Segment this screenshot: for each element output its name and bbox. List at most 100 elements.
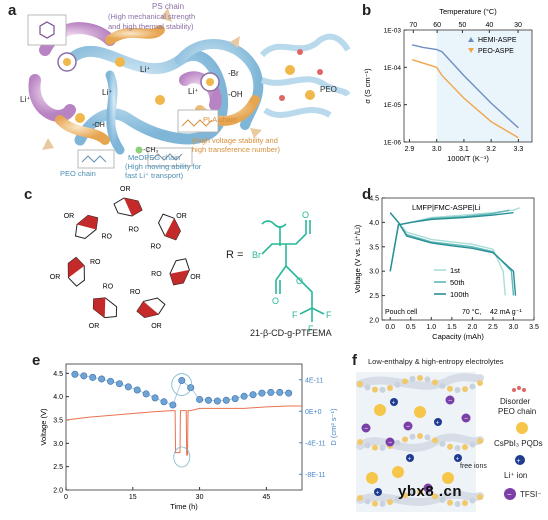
legend-tfsi: TFSI⁻ bbox=[520, 490, 542, 499]
y-tick-label: 2.5 bbox=[369, 293, 379, 300]
diffusion-point bbox=[107, 377, 115, 385]
li-ion bbox=[406, 454, 414, 462]
panel-e-letter: e bbox=[32, 352, 41, 369]
f-legend: Disorder PEO chain CsPbI₃ PQDs + Li⁺ ion… bbox=[494, 386, 543, 500]
diffusion-point bbox=[124, 383, 132, 391]
panel-b-letter: b bbox=[362, 2, 372, 19]
highlight-circle-v bbox=[173, 446, 191, 468]
glucose-bold-edge bbox=[170, 269, 190, 285]
panel-c: c OR RO OR RO OR RO OR RO OR RO OR RO OR RO R = O O O… bbox=[0, 184, 350, 344]
diffusion-point bbox=[187, 384, 195, 392]
peo-bead bbox=[417, 375, 423, 382]
pla-chain-label: PLA chain bbox=[203, 115, 237, 124]
y-tick-label: 1E-06 bbox=[384, 140, 402, 147]
y-tick-label: 4.0 bbox=[369, 220, 379, 227]
peo-bead bbox=[454, 444, 461, 451]
y2-axis-label: D (cm² s⁻¹) bbox=[329, 408, 338, 446]
peo-bead bbox=[409, 433, 416, 440]
glucose-bold-edge bbox=[124, 198, 142, 216]
diffusion-point bbox=[204, 396, 212, 404]
glucose-unit bbox=[92, 297, 118, 319]
tfsi-ion bbox=[385, 437, 395, 447]
peo-host-network bbox=[259, 33, 351, 118]
x-tick-label: 0 bbox=[64, 494, 68, 501]
or-label: OR bbox=[151, 323, 162, 330]
svg-text:+: + bbox=[517, 458, 521, 465]
peo-bead bbox=[357, 381, 363, 387]
diffusion-point bbox=[142, 390, 150, 398]
y-tick-label: 2.5 bbox=[53, 464, 63, 471]
legend-label: 50th bbox=[450, 278, 465, 287]
x-tick-label: 1.0 bbox=[426, 324, 436, 331]
f-title: Low-enthalpy & high-entropy electrolytes bbox=[368, 357, 504, 366]
voltage-capacity-chart: 0.0 0.5 1.0 1.5 2.0 2.5 3.0 3.5 2.0 2.5 3.0 3.5 4.0 4… bbox=[353, 196, 539, 342]
y-tick-label: 4.5 bbox=[369, 196, 379, 203]
peo-bead bbox=[409, 489, 416, 496]
peo-bead bbox=[439, 440, 446, 447]
chart-title: LMFP|FMC-ASPE|Li bbox=[412, 203, 481, 212]
x-tick-label: 3.2 bbox=[486, 146, 496, 153]
ps-structure-box bbox=[27, 14, 67, 46]
glucose-bold-edge bbox=[93, 297, 106, 318]
tfsi-minus: − bbox=[426, 486, 430, 493]
diffusion-point bbox=[276, 388, 284, 396]
glucose-bold-edge bbox=[77, 215, 98, 230]
li-label-2: Li⁺ bbox=[140, 65, 150, 74]
glucose-unit bbox=[67, 256, 85, 287]
legend-disorder: Disorder bbox=[500, 397, 531, 406]
series-line-HEMI-ASPE bbox=[412, 44, 519, 129]
x2-tick-label: 70 bbox=[409, 22, 417, 29]
peo-bead bbox=[357, 439, 363, 445]
series-line-PEO-ASPE bbox=[411, 59, 519, 139]
cd-ring bbox=[67, 197, 190, 319]
ptfema-o-1: O bbox=[302, 210, 309, 220]
ro-label: RO bbox=[101, 233, 112, 240]
br-end-label: -Br bbox=[228, 69, 239, 78]
peo-bead bbox=[357, 495, 363, 501]
peo-bead bbox=[477, 493, 483, 500]
peo-bead bbox=[372, 444, 378, 451]
li-ion bbox=[374, 488, 382, 496]
peo-chain-path bbox=[356, 490, 484, 506]
y2-tick-label: -8E-11 bbox=[305, 472, 326, 479]
glucose-bold-edge bbox=[164, 218, 181, 240]
conductivity-chart: 2.9 3.0 3.1 3.2 3.3 70 60 50 40 30 1E-06 1E-05 1E-04… bbox=[363, 7, 533, 163]
peo-chain-path bbox=[356, 373, 484, 390]
legend-marker bbox=[468, 48, 474, 53]
x-tick-label: 3.1 bbox=[459, 146, 469, 153]
y-tick-label: 3.5 bbox=[53, 418, 63, 425]
peo-bead bbox=[372, 386, 378, 393]
peo-bead bbox=[454, 500, 461, 507]
legend-pqd: CsPbI₃ PQDs bbox=[494, 439, 543, 448]
diffusion-point bbox=[258, 389, 266, 397]
annotation-temp: 70 °C, bbox=[462, 308, 482, 316]
electrolyte-schematic: Low-enthalpy & high-entropy electrolytes… bbox=[356, 357, 543, 512]
diffusion-point bbox=[285, 389, 293, 397]
or-label: OR bbox=[176, 213, 187, 220]
meopeg-desc-2: fast Li⁺ transport) bbox=[125, 171, 184, 180]
y-tick-label: 3.0 bbox=[369, 269, 379, 276]
r-equals-label: R = bbox=[226, 249, 243, 261]
peo-bead bbox=[364, 442, 371, 449]
pqd-particle bbox=[366, 472, 378, 484]
x-tick-label: 2.5 bbox=[488, 324, 498, 331]
or-label: OR bbox=[120, 186, 131, 193]
pqd-particle bbox=[414, 406, 426, 418]
tfsi-minus: − bbox=[406, 424, 410, 431]
li-label-1: Li⁺ bbox=[20, 95, 30, 104]
legend-li: Li⁺ ion bbox=[504, 471, 527, 480]
annotation-rate: 42 mA g⁻¹ bbox=[490, 309, 522, 316]
peo-bead bbox=[402, 436, 408, 443]
peo-bead bbox=[469, 441, 476, 448]
shaded-region bbox=[436, 30, 532, 142]
peo-bead bbox=[432, 437, 438, 444]
glucose-ring bbox=[74, 214, 99, 240]
panel-c-letter: c bbox=[24, 186, 33, 203]
li-ion bbox=[454, 454, 462, 462]
peo-bead bbox=[364, 384, 371, 391]
plot-frame bbox=[65, 363, 303, 491]
li-ion bbox=[434, 418, 442, 426]
x2-tick-label: 30 bbox=[514, 22, 522, 29]
peo-bead bbox=[394, 439, 401, 446]
li-plus: + bbox=[408, 457, 412, 463]
